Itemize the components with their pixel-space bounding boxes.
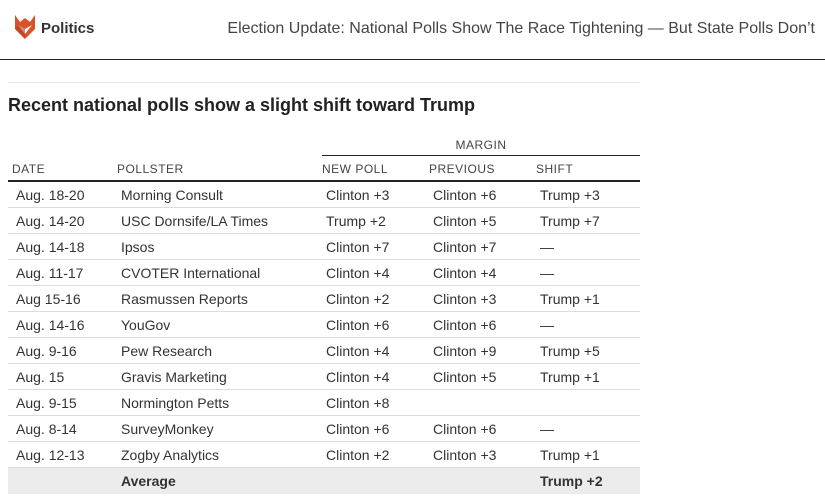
table-row: Aug 15-16 Rasmussen Reports Clinton +2 Clin…	[8, 285, 640, 312]
cell-shift: —	[532, 233, 640, 260]
cell-previous: Clinton +5	[425, 207, 532, 234]
cell-date: Aug. 14-18	[8, 233, 113, 260]
cell-shift: Trump +1	[532, 285, 640, 312]
cell-date: Aug 15-16	[8, 285, 113, 312]
fox-logo-icon[interactable]	[13, 13, 37, 41]
average-row: Average Trump +2	[8, 467, 640, 494]
cell-date: Aug. 14-20	[8, 207, 113, 234]
cell-new-poll: Clinton +6	[318, 415, 425, 442]
article-headline[interactable]: Election Update: National Polls Show The…	[227, 20, 815, 37]
table-row: Aug. 9-16 Pew Research Clinton +4 Clinton +…	[8, 337, 640, 364]
table-row: Aug. 18-20 Morning Consult Clinton +3 Clint…	[8, 181, 640, 208]
cell-new-poll: Clinton +2	[318, 285, 425, 312]
cell-date: Aug. 14-16	[8, 311, 113, 338]
cell-previous: Clinton +5	[425, 363, 532, 390]
average-label: Average	[113, 467, 318, 494]
site-header: Politics Election Update: National Polls…	[0, 0, 825, 60]
cell-new-poll: Clinton +4	[318, 337, 425, 364]
average-new-cell	[318, 467, 425, 494]
table-row: Aug. 14-20 USC Dornsife/LA Times Trump +2 C…	[8, 207, 640, 234]
margin-group-header: MARGIN	[322, 138, 640, 156]
cell-date: Aug. 9-15	[8, 389, 113, 416]
cell-pollster: Normington Petts	[113, 389, 318, 416]
cell-previous: Clinton +3	[425, 285, 532, 312]
cell-pollster: Zogby Analytics	[113, 441, 318, 468]
cell-new-poll: Clinton +6	[318, 311, 425, 338]
cell-pollster: Ipsos	[113, 233, 318, 260]
table-body: Aug. 18-20 Morning Consult Clinton +3 Clint…	[8, 181, 640, 468]
cell-previous: Clinton +6	[425, 415, 532, 442]
cell-previous: Clinton +6	[425, 181, 532, 208]
cell-pollster: Gravis Marketing	[113, 363, 318, 390]
section-label[interactable]: Politics	[41, 20, 95, 37]
cell-new-poll: Clinton +7	[318, 233, 425, 260]
cell-pollster: SurveyMonkey	[113, 415, 318, 442]
cell-date: Aug. 9-16	[8, 337, 113, 364]
cell-pollster: USC Dornsife/LA Times	[113, 207, 318, 234]
table-row: Aug. 12-13 Zogby Analytics Clinton +2 Clint…	[8, 441, 640, 468]
average-date-cell	[8, 467, 113, 494]
table-row: Aug. 9-15 Normington Petts Clinton +8	[8, 389, 640, 416]
cell-new-poll: Trump +2	[318, 207, 425, 234]
cell-date: Aug. 15	[8, 363, 113, 390]
average-shift: Trump +2	[532, 467, 640, 494]
cell-shift	[532, 389, 640, 416]
cell-pollster: CVOTER International	[113, 259, 318, 286]
cell-shift: Trump +7	[532, 207, 640, 234]
average-previous-cell	[425, 467, 532, 494]
cell-date: Aug. 8-14	[8, 415, 113, 442]
polls-table: DATE POLLSTER NEW POLL PREVIOUS SHIFT Au…	[8, 158, 640, 494]
cell-pollster: Rasmussen Reports	[113, 285, 318, 312]
cell-pollster: YouGov	[113, 311, 318, 338]
col-header-previous: PREVIOUS	[425, 158, 532, 182]
cell-new-poll: Clinton +4	[318, 259, 425, 286]
cell-previous: Clinton +9	[425, 337, 532, 364]
cell-shift: Trump +1	[532, 441, 640, 468]
table-row: Aug. 14-18 Ipsos Clinton +7 Clinton +7—	[8, 233, 640, 260]
cell-date: Aug. 18-20	[8, 181, 113, 208]
col-header-pollster: POLLSTER	[113, 158, 318, 182]
cell-pollster: Morning Consult	[113, 181, 318, 208]
cell-previous	[425, 389, 532, 416]
cell-new-poll: Clinton +3	[318, 181, 425, 208]
cell-shift: —	[532, 311, 640, 338]
table-row: Aug. 15 Gravis Marketing Clinton +4 Clinton…	[8, 363, 640, 390]
table-row: Aug. 11-17 CVOTER International Clinton +4…	[8, 259, 640, 286]
cell-new-poll: Clinton +4	[318, 363, 425, 390]
cell-new-poll: Clinton +2	[318, 441, 425, 468]
table-row: Aug. 14-16 YouGov Clinton +6 Clinton +6—	[8, 311, 640, 338]
col-header-shift: SHIFT	[532, 158, 640, 182]
cell-date: Aug. 11-17	[8, 259, 113, 286]
cell-shift: Trump +3	[532, 181, 640, 208]
cell-previous: Clinton +4	[425, 259, 532, 286]
col-header-date: DATE	[8, 158, 113, 182]
table-row: Aug. 8-14 SurveyMonkey Clinton +6 Clinton +…	[8, 415, 640, 442]
col-header-new-poll: NEW POLL	[318, 158, 425, 182]
table-title: Recent national polls show a slight shif…	[8, 95, 476, 115]
cell-shift: Trump +5	[532, 337, 640, 364]
cell-shift: —	[532, 415, 640, 442]
cell-previous: Clinton +3	[425, 441, 532, 468]
cell-shift: Trump +1	[532, 363, 640, 390]
cell-previous: Clinton +7	[425, 233, 532, 260]
cell-shift: —	[532, 259, 640, 286]
cell-new-poll: Clinton +8	[318, 389, 425, 416]
cell-pollster: Pew Research	[113, 337, 318, 364]
cell-date: Aug. 12-13	[8, 441, 113, 468]
content-divider	[8, 82, 640, 83]
cell-previous: Clinton +6	[425, 311, 532, 338]
table-header-row: DATE POLLSTER NEW POLL PREVIOUS SHIFT	[8, 158, 640, 182]
